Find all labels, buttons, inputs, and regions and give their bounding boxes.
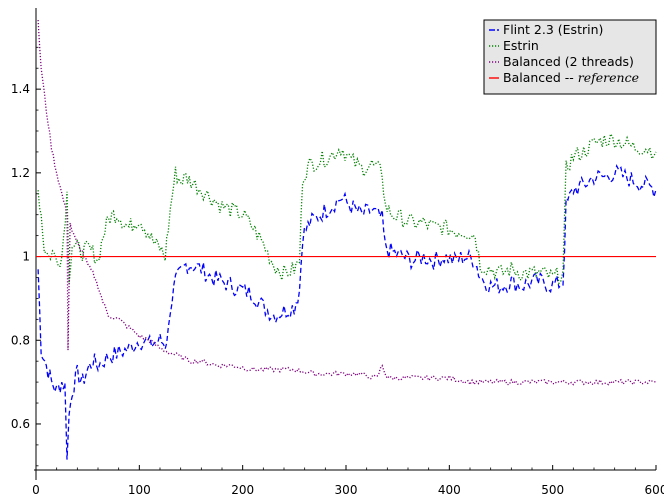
y-tick-label: 0.8 — [11, 333, 30, 347]
x-tick-label: 300 — [335, 483, 358, 497]
y-tick-label: 1 — [22, 250, 30, 264]
legend-label-1: Estrin — [503, 38, 539, 53]
legend-box — [483, 19, 657, 95]
y-tick-label: 1.2 — [11, 166, 30, 180]
y-tick-label: 0.6 — [11, 417, 30, 431]
x-tick-label: 400 — [438, 483, 461, 497]
plot-area — [36, 19, 657, 460]
axes: 0 100 200 300 400 500 600 0.6 0.8 1 1.2 1.4 — [11, 8, 664, 497]
y-tick-label: 1.4 — [11, 82, 30, 96]
legend-label-3: Balanced -- reference — [503, 70, 639, 85]
x-tick-label: 600 — [645, 483, 664, 497]
legend-label-2: Balanced (2 threads) — [503, 54, 634, 69]
series-line-0 — [37, 164, 657, 460]
series-line-1 — [37, 132, 657, 285]
x-tick-label: 500 — [541, 483, 564, 497]
x-tick-label: 200 — [231, 483, 254, 497]
x-tick-label: 100 — [128, 483, 151, 497]
x-tick-label: 0 — [32, 483, 40, 497]
legend-label-0: Flint 2.3 (Estrin) — [503, 22, 603, 37]
